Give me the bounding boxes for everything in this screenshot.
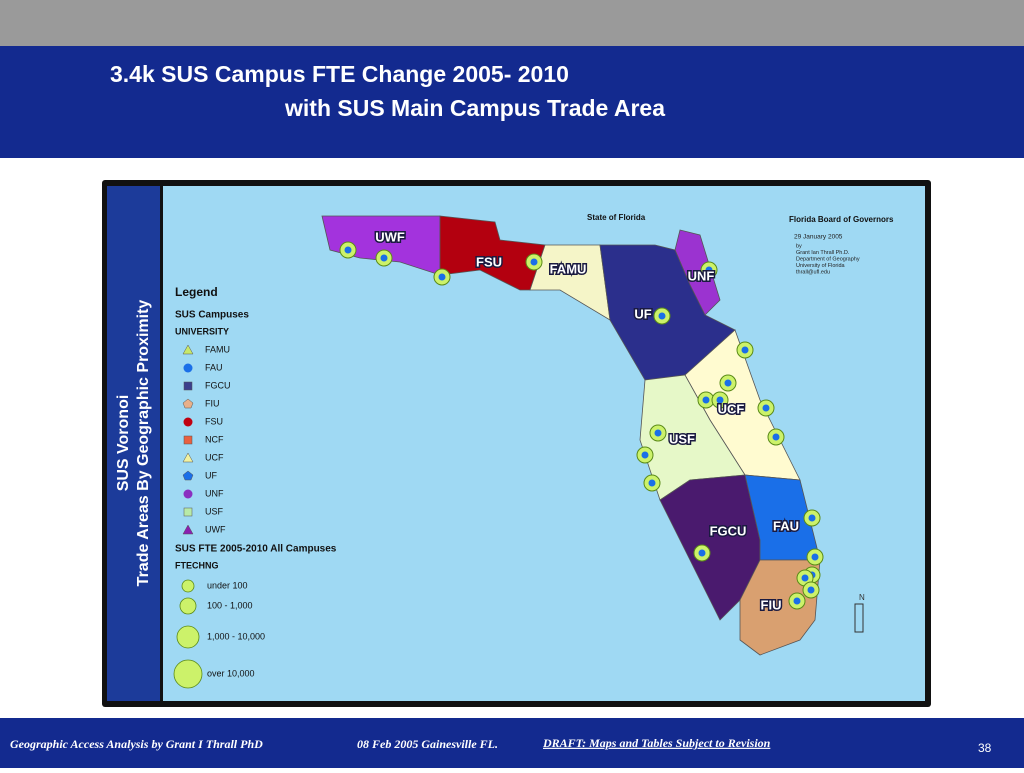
campus-dot <box>438 273 446 281</box>
campus-dot <box>716 396 724 404</box>
size-symbol <box>179 597 197 615</box>
sidebar-title: SUS Voronoi <box>115 395 132 492</box>
campus-dot <box>793 597 801 605</box>
size-symbol <box>173 659 203 689</box>
legend-item: FSU <box>205 416 223 426</box>
region-label: FIU <box>761 597 782 612</box>
campus-dot <box>654 429 662 437</box>
legend-item: NCF <box>205 434 224 444</box>
legend-campuses: SUS Campuses <box>175 310 249 321</box>
campus-dot <box>648 479 656 487</box>
region-label: UNF <box>688 268 715 283</box>
size-symbol <box>181 579 195 593</box>
legend-university: UNIVERSITY <box>175 326 229 336</box>
footer-band <box>0 718 1024 768</box>
campus-dot <box>762 404 770 412</box>
legend-item: FAU <box>205 362 223 372</box>
region-label: UWF <box>375 229 405 244</box>
legend-item: UNF <box>205 488 224 498</box>
region-label: FAMU <box>550 261 587 276</box>
region-famu <box>529 244 611 321</box>
legend-symbol <box>183 381 193 391</box>
footer-date: 08 Feb 2005 Gainesville FL. <box>357 737 498 751</box>
legend-symbol <box>182 398 194 409</box>
north-symbol <box>854 603 864 633</box>
legend-title: Legend <box>175 285 218 299</box>
region-label: USF <box>669 431 695 446</box>
legend-symbol <box>183 417 193 427</box>
size-label: over 10,000 <box>207 668 255 678</box>
legend-symbol <box>183 363 193 373</box>
campus-dot <box>724 379 732 387</box>
legend-field: FTECHNG <box>175 560 219 570</box>
title: 3.4k SUS Campus FTE Change 2005- 2010 <box>110 61 569 87</box>
region-label: FAU <box>773 518 799 533</box>
campus-dot <box>811 553 819 561</box>
date-label: 29 January 2005 <box>794 234 843 241</box>
campus-dot <box>772 433 780 441</box>
legend-item: FIU <box>205 398 220 408</box>
legend-symbol <box>182 524 194 535</box>
credit-line: Grant Ian Thrall Ph.D. <box>796 250 850 256</box>
campus-dot <box>698 549 706 557</box>
legend-item: USF <box>205 506 224 516</box>
state-label: State of Florida <box>587 213 646 222</box>
legend-symbol <box>183 435 193 445</box>
title-band <box>0 46 1024 158</box>
size-label: under 100 <box>207 580 248 590</box>
legend-item: UWF <box>205 524 226 534</box>
labels: UWF FSU FAMU UNF UF UCF USF FGCU FAU FIU <box>374 228 801 614</box>
size-label: 1,000 - 10,000 <box>207 631 265 641</box>
campus-dot <box>380 254 388 262</box>
legend: Legend SUS Campuses UNIVERSITY SUS FTE 2… <box>173 285 337 689</box>
footer-author: Geographic Access Analysis by Grant I Th… <box>10 737 263 751</box>
size-label: 100 - 1,000 <box>207 600 253 610</box>
region-label: FGCU <box>710 523 747 538</box>
campus-dot <box>641 451 649 459</box>
legend-symbol <box>182 470 194 481</box>
size-symbol <box>176 625 200 649</box>
region-label: UCF <box>718 401 745 416</box>
campus-dot <box>808 514 816 522</box>
legend-item: UF <box>205 470 217 480</box>
campus-dot <box>801 574 809 582</box>
legend-symbol <box>183 489 193 499</box>
credit-line: by <box>796 243 802 249</box>
campus-dot <box>344 246 352 254</box>
region-label: FSU <box>476 254 502 269</box>
subtitle: with SUS Main Campus Trade Area <box>284 95 665 121</box>
sidebar-subtitle: Trade Areas By Geographic Proximity <box>135 300 152 587</box>
campuses <box>339 241 824 610</box>
credit-line: thrall@ufl.edu <box>796 269 830 275</box>
campus-dot <box>530 258 538 266</box>
top-bar <box>0 0 1024 46</box>
board-label: Florida Board of Governors <box>789 215 894 224</box>
legend-symbol <box>182 344 194 355</box>
legend-symbol <box>182 452 194 463</box>
sidebar <box>107 186 160 701</box>
page-number: 38 <box>978 741 992 755</box>
campus-dot <box>705 266 713 274</box>
region-label: UF <box>634 306 651 321</box>
legend-item: FAMU <box>205 344 230 354</box>
credit-line: Department of Geography <box>796 256 860 262</box>
legend-item: UCF <box>205 452 224 462</box>
campus-dot <box>807 586 815 594</box>
credit-line: University of Florida <box>796 263 846 269</box>
footer-draft: DRAFT: Maps and Tables Subject to Revisi… <box>542 736 771 750</box>
legend-fte: SUS FTE 2005-2010 All Campuses <box>175 544 337 555</box>
north-arrow: N <box>859 593 865 602</box>
legend-item: FGCU <box>205 380 231 390</box>
legend-symbol <box>183 507 193 517</box>
campus-dot <box>658 312 666 320</box>
campus-dot <box>702 396 710 404</box>
campus-dot <box>741 346 749 354</box>
